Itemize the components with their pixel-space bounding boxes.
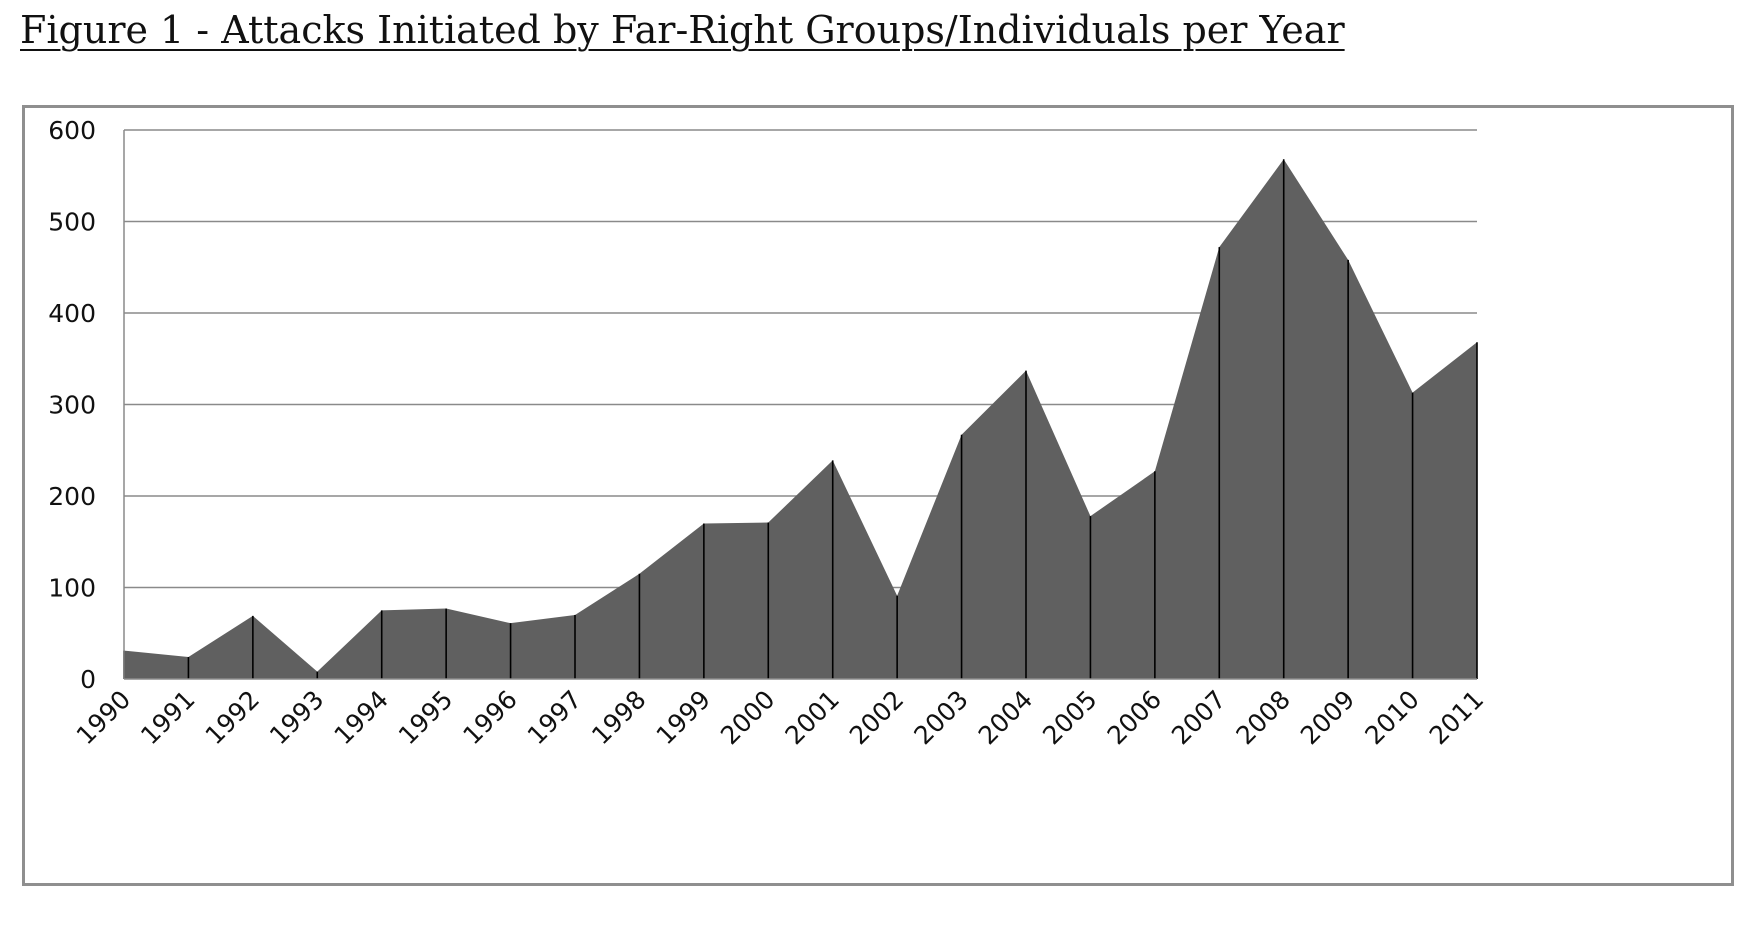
x-tick-label: 1992: [200, 685, 265, 750]
x-tick-labels: 1990199119921993199419951996199719981999…: [71, 685, 1489, 750]
y-tick-label: 600: [48, 116, 96, 145]
y-tick-label: 500: [48, 208, 96, 237]
x-tick-label: 2006: [1102, 685, 1167, 750]
figure-title: Figure 1 - Attacks Initiated by Far-Righ…: [20, 8, 1345, 52]
x-tick-label: 2008: [1230, 685, 1295, 750]
x-tick-label: 1996: [457, 685, 522, 750]
x-tick-label: 1998: [586, 685, 651, 750]
x-tick-label: 2004: [973, 685, 1038, 750]
axes: [123, 130, 1477, 680]
x-tick-label: 1991: [135, 685, 200, 750]
y-tick-label: 300: [48, 391, 96, 420]
area-fill: [124, 159, 1477, 679]
x-tick-label: 2007: [1166, 685, 1231, 750]
x-tick-label: 1997: [522, 685, 587, 750]
x-tick-label: 1994: [328, 685, 393, 750]
x-tick-label: 1999: [651, 685, 716, 750]
chart-frame: 0 100 200 300 400 500 600 1990 1991 1992 1993 1994…: [22, 105, 1734, 886]
x-tick-label: 2005: [1037, 685, 1102, 750]
x-tick-label: 1995: [393, 685, 458, 750]
x-tick-label: 2011: [1424, 685, 1489, 750]
x-tick-label: 2010: [1359, 685, 1424, 750]
area-chart: 0 100 200 300 400 500 600 19901991199219931994…: [48, 116, 1489, 750]
x-tick-label: 1990: [71, 685, 136, 750]
y-tick-label: 200: [48, 482, 96, 511]
y-tick-labels: 0 100 200 300 400 500 600: [48, 116, 96, 694]
x-tick-label: 2000: [715, 685, 780, 750]
x-tick-label: 2003: [908, 685, 973, 750]
x-tick-label: 2002: [844, 685, 909, 750]
x-tick-label: 2001: [779, 685, 844, 750]
y-tick-label: 0: [80, 665, 96, 694]
drop-lines: [123, 159, 1478, 679]
x-tick-label: 2009: [1295, 685, 1360, 750]
x-tick-label: 1993: [264, 685, 329, 750]
y-tick-label: 100: [48, 574, 96, 603]
area-series: [124, 159, 1477, 679]
y-tick-label: 400: [48, 299, 96, 328]
